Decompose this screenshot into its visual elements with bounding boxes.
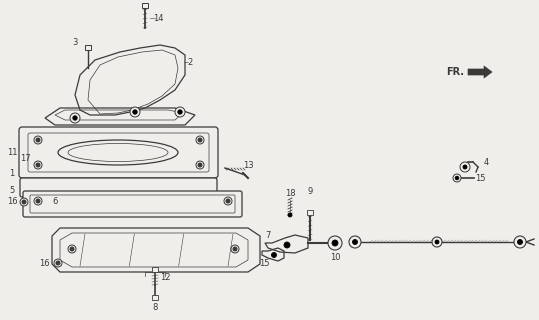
Circle shape — [328, 236, 342, 250]
Bar — [85, 45, 91, 50]
Circle shape — [196, 161, 204, 169]
Circle shape — [231, 245, 239, 253]
Circle shape — [178, 110, 182, 114]
Circle shape — [70, 113, 80, 123]
Text: 17: 17 — [20, 154, 30, 163]
Circle shape — [70, 247, 74, 251]
Text: 1: 1 — [9, 169, 15, 178]
Circle shape — [284, 242, 290, 248]
Circle shape — [36, 163, 40, 167]
Ellipse shape — [58, 140, 178, 165]
Text: 3: 3 — [72, 37, 78, 46]
Circle shape — [196, 136, 204, 144]
Text: 16: 16 — [39, 259, 49, 268]
Circle shape — [453, 174, 461, 182]
Circle shape — [36, 138, 40, 142]
Bar — [152, 295, 158, 300]
Circle shape — [175, 107, 185, 117]
Text: 8: 8 — [153, 303, 158, 313]
Circle shape — [56, 261, 60, 265]
Text: 18: 18 — [285, 188, 295, 197]
Text: 14: 14 — [153, 13, 163, 22]
Circle shape — [68, 245, 76, 253]
Circle shape — [455, 176, 459, 180]
Circle shape — [34, 136, 42, 144]
Bar — [307, 210, 313, 215]
Circle shape — [198, 138, 202, 142]
FancyBboxPatch shape — [19, 127, 218, 178]
Circle shape — [34, 197, 42, 205]
Circle shape — [288, 213, 292, 217]
Text: 10: 10 — [330, 253, 340, 262]
Circle shape — [130, 107, 140, 117]
Circle shape — [349, 236, 361, 248]
Circle shape — [73, 116, 77, 120]
Text: FR.: FR. — [446, 67, 464, 77]
Circle shape — [198, 163, 202, 167]
Text: 2: 2 — [188, 58, 192, 67]
Text: 16: 16 — [6, 196, 17, 205]
Circle shape — [22, 200, 26, 204]
FancyBboxPatch shape — [23, 191, 242, 217]
Ellipse shape — [68, 143, 168, 162]
FancyBboxPatch shape — [20, 178, 217, 197]
Circle shape — [353, 239, 357, 244]
Circle shape — [514, 236, 526, 248]
Circle shape — [20, 198, 28, 206]
FancyBboxPatch shape — [28, 133, 209, 172]
Circle shape — [36, 199, 40, 203]
Text: 9: 9 — [307, 188, 313, 196]
Bar — [142, 3, 148, 8]
Circle shape — [463, 165, 467, 169]
Text: 12: 12 — [160, 274, 170, 283]
Circle shape — [133, 110, 137, 114]
Circle shape — [435, 240, 439, 244]
Text: 4: 4 — [483, 157, 489, 166]
Text: 15: 15 — [259, 260, 270, 268]
Text: 7: 7 — [265, 231, 271, 241]
Circle shape — [233, 247, 237, 251]
Circle shape — [54, 259, 62, 267]
Text: 11: 11 — [7, 148, 17, 156]
Circle shape — [332, 240, 338, 246]
Circle shape — [272, 252, 277, 258]
Circle shape — [224, 197, 232, 205]
Circle shape — [517, 239, 522, 244]
Circle shape — [460, 162, 470, 172]
Bar — [152, 267, 158, 272]
Circle shape — [226, 199, 230, 203]
Text: 15: 15 — [475, 173, 485, 182]
Polygon shape — [468, 66, 492, 78]
Circle shape — [432, 237, 442, 247]
Circle shape — [34, 161, 42, 169]
Text: 5: 5 — [9, 186, 15, 195]
Text: 13: 13 — [243, 161, 253, 170]
Text: 6: 6 — [52, 196, 58, 205]
